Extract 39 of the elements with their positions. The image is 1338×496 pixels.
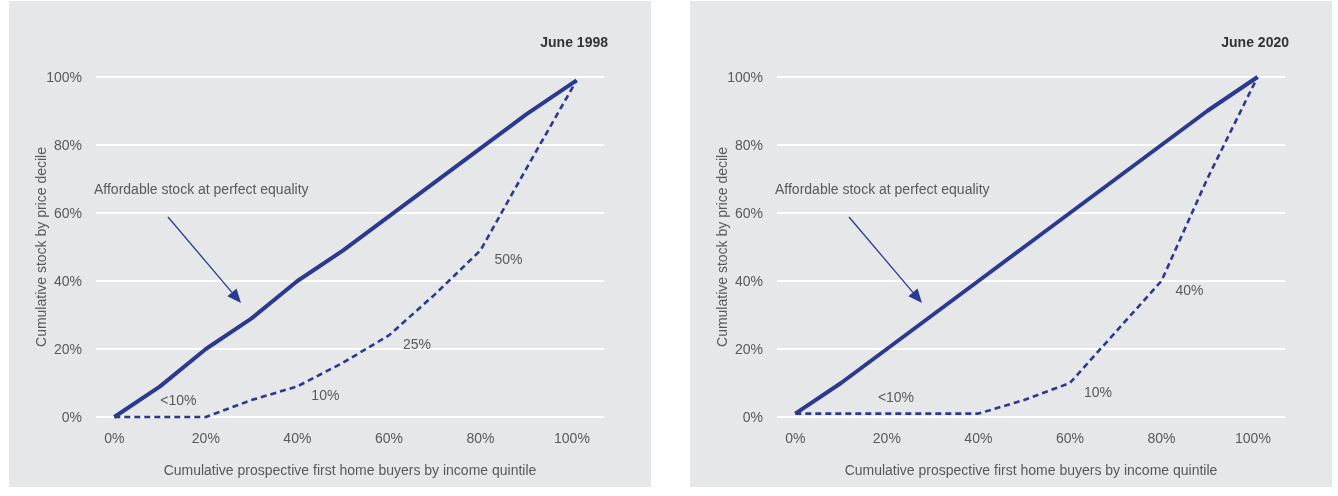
x-tick-label: 40% xyxy=(283,430,312,446)
x-tick-label: 80% xyxy=(466,430,495,446)
annotation: 10% xyxy=(1083,384,1112,400)
chart-title: June 1998 xyxy=(540,34,609,50)
y-tick-label: 20% xyxy=(53,340,82,357)
x-tick-label: 0% xyxy=(785,430,806,446)
annotation: 50% xyxy=(494,251,523,268)
x-axis-title: Cumulative prospective first home buyers by income quintile xyxy=(163,462,537,478)
chart-title: June 2020 xyxy=(1221,34,1290,50)
y-tick-label: 20% xyxy=(734,340,763,357)
y-tick-label: 80% xyxy=(734,136,763,153)
y-tick-label: 60% xyxy=(53,204,82,221)
y-tick-label: 60% xyxy=(734,204,763,221)
annotation: 10% xyxy=(311,387,340,404)
x-tick-label: 20% xyxy=(191,430,220,446)
x-tick-label: 100% xyxy=(554,430,590,446)
annotation: 25% xyxy=(402,336,431,353)
x-tick-label: 60% xyxy=(1055,430,1084,446)
x-tick-label: 80% xyxy=(1147,430,1176,446)
y-tick-label: 40% xyxy=(734,272,763,289)
x-axis-title: Cumulative prospective first home buyers by income quintile xyxy=(844,462,1218,478)
y-axis-title: Cumulative stock by price decile xyxy=(714,146,730,347)
annotation: <10% xyxy=(160,392,197,408)
y-tick-label: 40% xyxy=(53,272,82,289)
y-axis-title: Cumulative stock by price decile xyxy=(33,146,49,347)
x-tick-label: 20% xyxy=(872,430,901,446)
annotation: 40% xyxy=(1175,282,1204,298)
y-tick-label: 0% xyxy=(61,408,82,425)
y-tick-label: 100% xyxy=(727,68,763,85)
y-tick-label: 0% xyxy=(742,408,763,425)
x-tick-label: 100% xyxy=(1235,430,1271,446)
x-tick-label: 60% xyxy=(374,430,403,446)
annotation: Affordable stock at perfect equality xyxy=(775,181,990,197)
x-tick-label: 0% xyxy=(104,430,125,446)
annotation: <10% xyxy=(877,388,915,405)
y-tick-label: 80% xyxy=(53,136,82,153)
x-tick-label: 40% xyxy=(964,430,993,446)
annotation: Affordable stock at perfect equality xyxy=(94,181,309,197)
y-tick-label: 100% xyxy=(46,68,82,85)
